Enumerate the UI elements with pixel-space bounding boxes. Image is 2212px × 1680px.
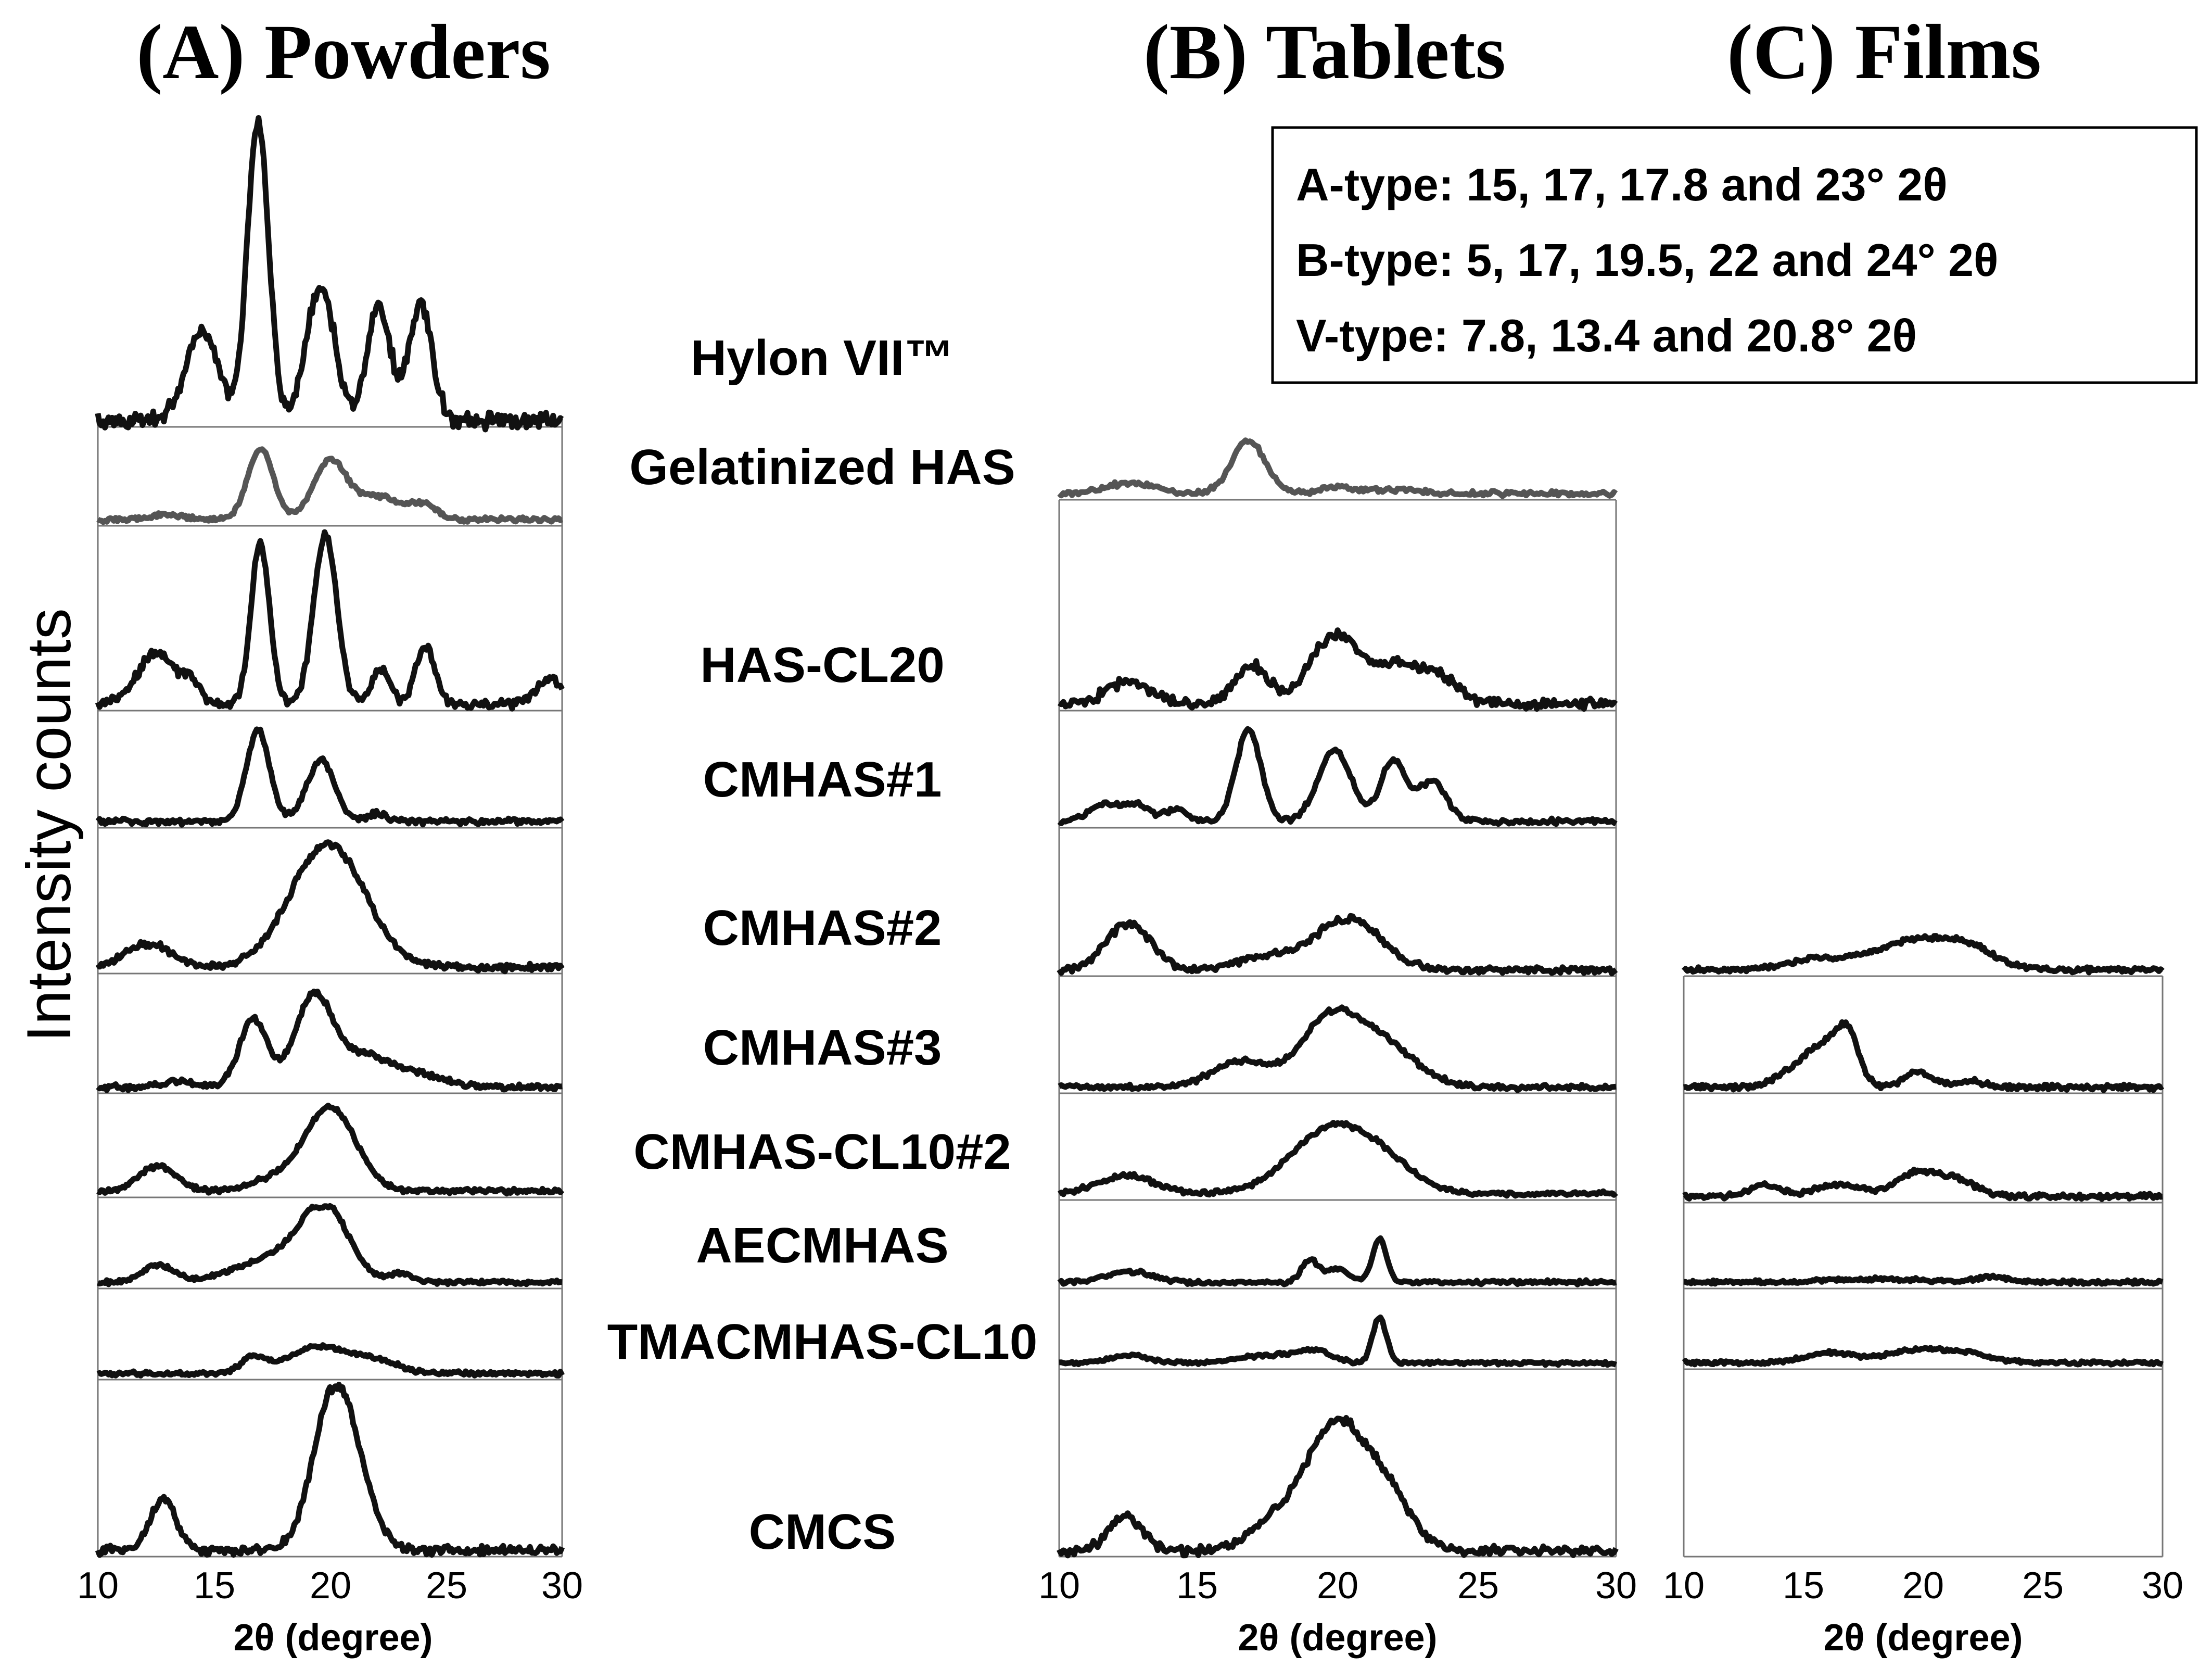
sample-label-cmhas1: CMHAS#1 <box>703 752 942 807</box>
trace-a-cmhas-2 <box>95 839 565 975</box>
trace-a-gelatinized-has <box>96 446 564 525</box>
x-axis-label-a: 2θ (degree) <box>233 1617 433 1659</box>
trace-b-tmacmhas-cl10 <box>1058 1314 1617 1368</box>
trace-a-aecmhas <box>96 1203 564 1287</box>
x-tick-c-25: 25 <box>2022 1565 2064 1607</box>
trace-c-cmhas-2 <box>1682 933 2165 976</box>
trace-c-cmcs <box>1682 1345 2164 1368</box>
trace-a-cmhas-3 <box>96 988 564 1093</box>
trace-a-cmhas-cl10-2 <box>96 1103 565 1197</box>
sample-label-tmacmhas-cl10: TMACMHAS-CL10 <box>607 1314 1038 1370</box>
sample-label-has-cl20: HAS-CL20 <box>700 637 944 693</box>
trace-b-gelatinized-has <box>1057 437 1618 499</box>
sample-label-hylon: Hylon VII™ <box>691 330 955 386</box>
x-tick-a-20: 20 <box>310 1565 351 1607</box>
trace-b-cmhas-cl10-2 <box>1057 1120 1618 1199</box>
trace-c-cmhas-cl10-2 <box>1682 1167 2164 1202</box>
trace-b-cmhas-2 <box>1057 913 1618 977</box>
plot-layer <box>95 115 2165 1559</box>
x-tick-a-30: 30 <box>541 1565 583 1607</box>
y-axis-label: Intensity counts <box>14 608 84 1042</box>
panel-title-b: (B) Tablets <box>1143 9 1506 95</box>
legend-line-v: V-type: 7.8, 13.4 and 20.8° 2θ <box>1296 310 1917 361</box>
trace-b-aecmhas <box>1057 1235 1617 1287</box>
legend-box <box>1271 126 2198 384</box>
sample-label-gelatinized: Gelatinized HAS <box>629 439 1015 495</box>
trace-c-tmacmhas-cl10 <box>1683 1272 2164 1287</box>
x-tick-c-15: 15 <box>1783 1565 1824 1607</box>
x-axis-label-b: 2θ (degree) <box>1238 1617 1437 1659</box>
trace-b-cmhas-3 <box>1058 1004 1617 1093</box>
trace-a-tmacmhas-cl10 <box>96 1342 565 1379</box>
trace-c-cmhas-3 <box>1683 1019 2165 1093</box>
x-tick-a-25: 25 <box>426 1565 467 1607</box>
trace-b-cmhas-1 <box>1057 726 1618 827</box>
trace-b-cmcs <box>1057 1414 1619 1559</box>
x-tick-b-15: 15 <box>1176 1565 1218 1607</box>
x-tick-c-30: 30 <box>2142 1565 2183 1607</box>
sample-label-aecmhas: AECMHAS <box>696 1218 948 1273</box>
panel-title-a: (A) Powders <box>136 9 551 95</box>
x-tick-b-10: 10 <box>1038 1565 1080 1607</box>
legend-line-b: B-type: 5, 17, 19.5, 22 and 24° 2θ <box>1296 234 1999 286</box>
x-tick-a-10: 10 <box>77 1565 119 1607</box>
x-tick-c-20: 20 <box>1902 1565 1944 1607</box>
legend-line-a: A-type: 15, 17, 17.8 and 23° 2θ <box>1296 159 1948 210</box>
panel-title-c: (C) Films <box>1727 9 2041 95</box>
sample-label-cmhas3: CMHAS#3 <box>703 1020 942 1076</box>
sample-label-cmcs: CMCS <box>749 1504 896 1560</box>
trace-b-has-cl20 <box>1057 627 1618 712</box>
x-tick-a-15: 15 <box>194 1565 235 1607</box>
sample-label-cmhas-cl10-2: CMHAS-CL10#2 <box>633 1124 1011 1180</box>
trace-a-cmcs <box>95 1382 565 1558</box>
x-tick-b-20: 20 <box>1317 1565 1358 1607</box>
x-tick-b-25: 25 <box>1457 1565 1499 1607</box>
x-tick-c-10: 10 <box>1663 1565 1705 1607</box>
trace-a-cmhas-1 <box>95 726 565 828</box>
x-tick-b-30: 30 <box>1595 1565 1637 1607</box>
trace-a-has-cl20 <box>95 529 565 712</box>
x-axis-label-c: 2θ (degree) <box>1823 1617 2023 1659</box>
trace-a-hylon-vii- <box>95 115 564 433</box>
sample-label-cmhas2: CMHAS#2 <box>703 900 942 956</box>
